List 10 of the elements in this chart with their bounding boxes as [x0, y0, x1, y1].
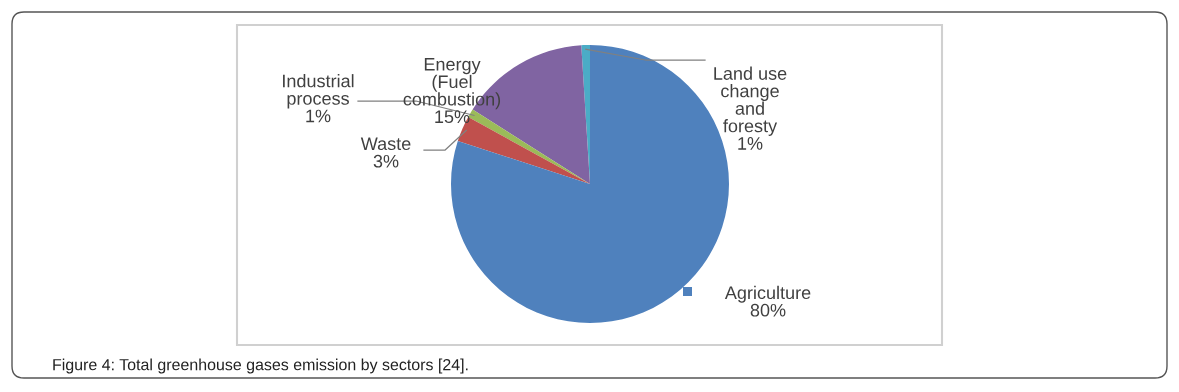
- data-label: 80%: [750, 303, 786, 317]
- legend-label: Agriculture: [724, 285, 811, 303]
- pie-slice: [468, 109, 590, 184]
- caption: Figure 4: Total greenhouse gases emission by sectors [24].: [53, 358, 468, 374]
- data-label: 1%: [738, 137, 763, 150]
- slice-label: Waste: [360, 137, 411, 151]
- data-label: 3%: [373, 154, 399, 168]
- data-label: 1%: [306, 109, 331, 123]
- slice-label: Land use change and foresty: [714, 66, 787, 136]
- slice-label: Industrial process: [283, 74, 354, 109]
